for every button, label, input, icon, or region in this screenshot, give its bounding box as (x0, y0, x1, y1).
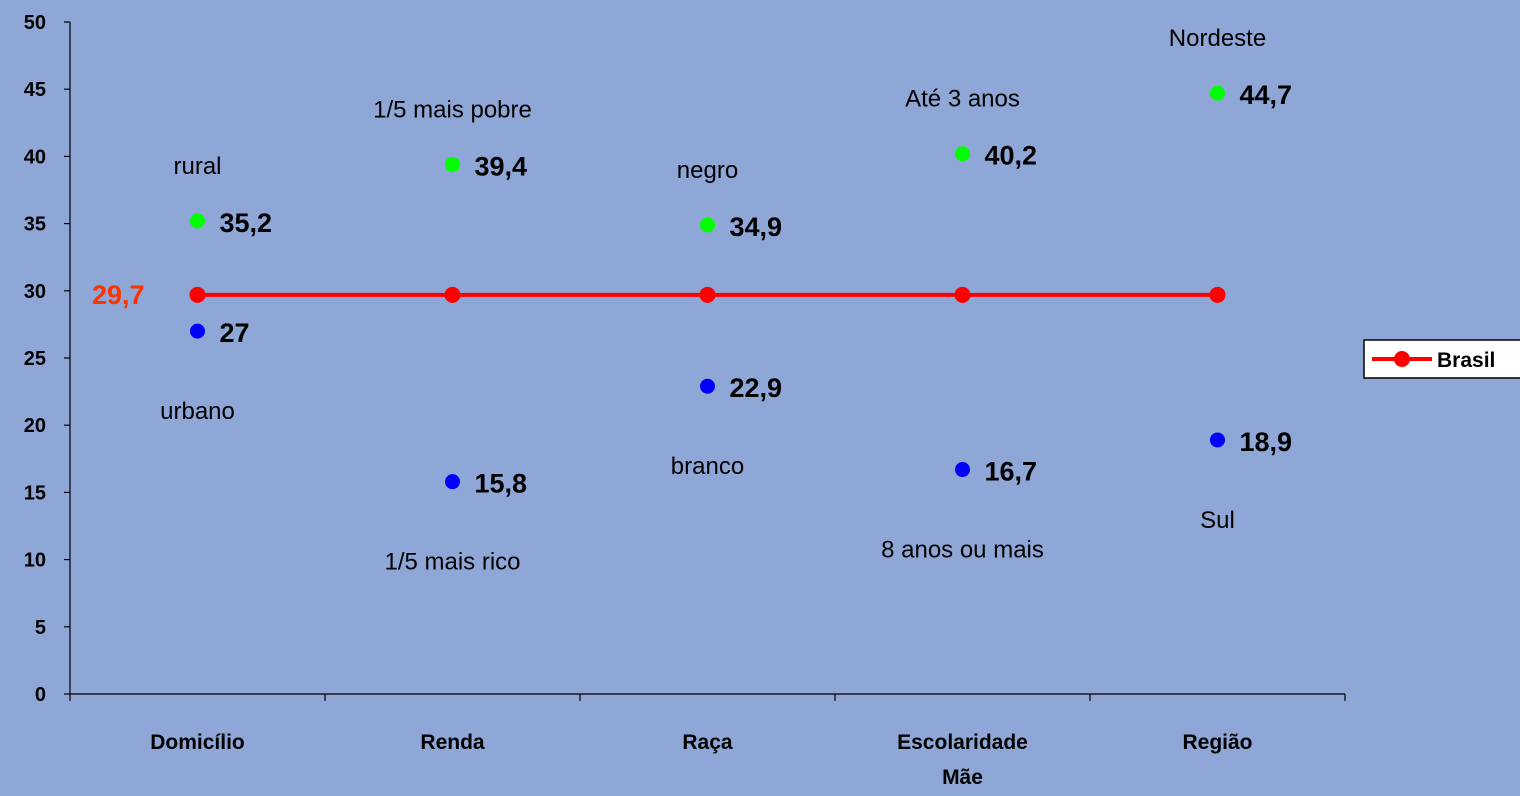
low-point (700, 378, 715, 394)
low-category-label: Sul (1200, 507, 1235, 534)
high-value-label: 40,2 (985, 141, 1038, 171)
y-tick-label: 10 (24, 550, 46, 572)
low-category-label: 1/5 mais rico (384, 549, 520, 576)
y-tick-label: 0 (35, 684, 46, 706)
x-tick-label-line: Renda (420, 731, 485, 754)
low-point (955, 462, 970, 478)
y-tick-label: 5 (35, 617, 46, 639)
high-point (1210, 85, 1225, 101)
low-value-label: 22,9 (730, 373, 783, 403)
y-tick-label: 15 (24, 482, 46, 504)
y-tick-label: 40 (24, 146, 46, 168)
low-value-label: 27 (220, 318, 250, 348)
legend-label: Brasil (1437, 349, 1495, 372)
y-tick-label: 45 (24, 79, 46, 101)
legend: Brasil (1363, 339, 1520, 379)
x-tick-label-line: Região (1182, 731, 1252, 754)
high-point (445, 156, 460, 172)
series-high: 35,2 rural 39,4 1/5 mais pobre 34,9 negro 40,2… (173, 25, 1292, 242)
high-value-label: 34,9 (730, 212, 783, 242)
brasil-point (1209, 286, 1226, 303)
high-category-label: negro (677, 157, 738, 184)
high-category-label: Até 3 anos (905, 86, 1020, 113)
high-value-label: 39,4 (475, 151, 528, 181)
x-tick-label: Região (1182, 731, 1252, 754)
high-category-label: rural (173, 153, 221, 180)
series-low: 27 urbano 15,8 1/5 mais rico 22,9 branco 16,7 8… (160, 318, 1292, 576)
x-tick-label-line: Domicílio (150, 731, 245, 754)
low-point (1210, 432, 1225, 448)
axes: 0 5 10 15 20 25 30 35 40 45 50 Domicílio Renda Raça Es… (24, 12, 1346, 789)
y-tick-label: 35 (24, 214, 46, 236)
low-value-label: 16,7 (985, 457, 1038, 487)
low-value-label: 15,8 (475, 469, 528, 499)
high-value-label: 44,7 (1240, 80, 1293, 110)
low-category-label: 8 anos ou mais (881, 537, 1044, 564)
x-tick-label-line: Mãe (942, 766, 983, 789)
low-point (190, 323, 205, 339)
high-point (955, 146, 970, 162)
x-tick-label: Raça (682, 731, 733, 754)
low-point (445, 474, 460, 490)
x-tick-label-line: Raça (682, 731, 733, 754)
brasil-point (444, 286, 461, 303)
low-value-label: 18,9 (1240, 427, 1293, 457)
y-tick-label: 50 (24, 12, 46, 34)
x-tick-label: Domicílio (150, 731, 245, 754)
series-brasil: 29,7 (92, 280, 1226, 310)
y-tick-label: 30 (24, 281, 46, 303)
high-point (700, 217, 715, 233)
brasil-point (189, 286, 206, 303)
x-tick-label: Escolaridade Mãe (897, 731, 1028, 789)
high-value-label: 35,2 (220, 208, 273, 238)
x-tick-label: Renda (420, 731, 485, 754)
brasil-point (699, 286, 716, 303)
brasil-value-label: 29,7 (92, 280, 145, 310)
low-category-label: branco (671, 453, 744, 480)
low-category-label: urbano (160, 398, 235, 425)
y-tick-label: 20 (24, 415, 46, 437)
high-point (190, 213, 205, 229)
brasil-point (954, 286, 971, 303)
y-tick-label: 25 (24, 348, 46, 370)
high-category-label: 1/5 mais pobre (373, 96, 532, 123)
high-category-label: Nordeste (1169, 25, 1266, 52)
x-tick-label-line: Escolaridade (897, 731, 1028, 754)
legend-marker (1394, 351, 1410, 367)
